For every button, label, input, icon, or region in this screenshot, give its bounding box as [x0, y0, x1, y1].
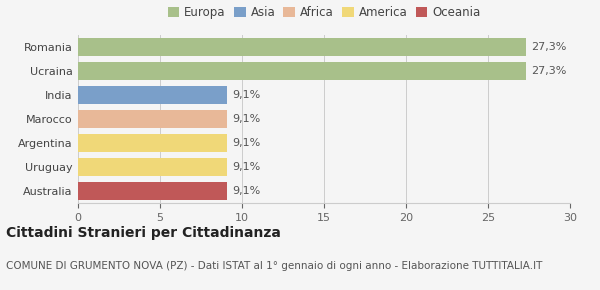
- Bar: [78, 134, 227, 152]
- Bar: [78, 158, 227, 176]
- Bar: [78, 38, 526, 56]
- Text: COMUNE DI GRUMENTO NOVA (PZ) - Dati ISTAT al 1° gennaio di ogni anno - Elaborazi: COMUNE DI GRUMENTO NOVA (PZ) - Dati ISTA…: [6, 261, 542, 271]
- Bar: [78, 62, 526, 80]
- Bar: [78, 110, 227, 128]
- Text: Cittadini Stranieri per Cittadinanza: Cittadini Stranieri per Cittadinanza: [6, 226, 281, 240]
- Text: 9,1%: 9,1%: [232, 162, 260, 172]
- Bar: [78, 182, 227, 200]
- Text: 9,1%: 9,1%: [232, 186, 260, 196]
- Text: 9,1%: 9,1%: [232, 138, 260, 148]
- Legend: Europa, Asia, Africa, America, Oceania: Europa, Asia, Africa, America, Oceania: [167, 6, 481, 19]
- Text: 27,3%: 27,3%: [530, 42, 566, 52]
- Text: 27,3%: 27,3%: [530, 66, 566, 76]
- Text: 9,1%: 9,1%: [232, 114, 260, 124]
- Bar: [78, 86, 227, 104]
- Text: 9,1%: 9,1%: [232, 90, 260, 100]
